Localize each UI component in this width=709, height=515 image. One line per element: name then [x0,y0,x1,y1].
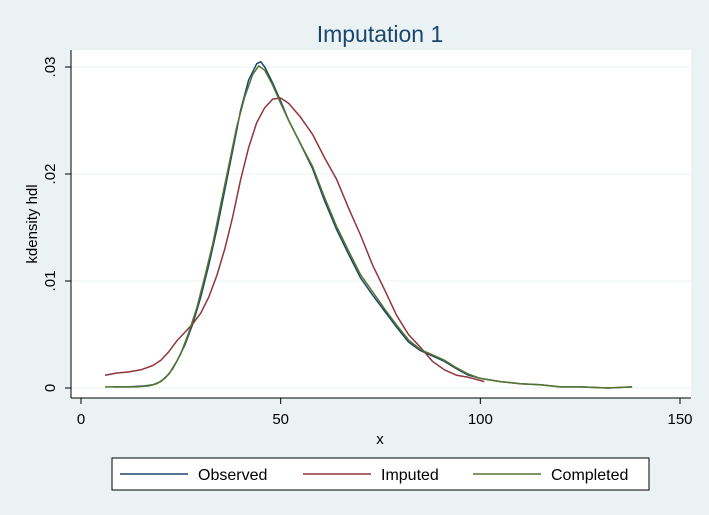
chart-title: Imputation 1 [317,21,444,47]
y-tick-label-2: .02 [42,164,59,185]
x-axis-ticks: 0 50 100 150 [77,398,693,428]
series-line-imputed [104,97,485,383]
y-tick-label-0: 0 [42,384,59,392]
y-axis-ticks: 0 .01 .02 .03 [42,57,71,392]
y-axis-label: kdensity hdl [24,184,41,263]
x-axis-label: x [376,431,384,448]
x-tick-label-1: 50 [272,411,289,428]
legend: Observed Imputed Completed [120,467,628,484]
x-tick-label-3: 150 [667,411,692,428]
x-tick-label-0: 0 [77,411,85,428]
legend-label-completed: Completed [551,467,628,484]
x-tick-label-2: 100 [468,411,493,428]
legend-label-observed: Observed [198,467,267,484]
series-lines [104,60,633,389]
legend-box [111,457,650,491]
y-tick-label-3: .03 [42,57,59,78]
y-tick-label-1: .01 [42,271,59,292]
plot-area [71,50,691,398]
legend-label-imputed: Imputed [381,467,439,484]
series-line-completed [105,65,633,389]
